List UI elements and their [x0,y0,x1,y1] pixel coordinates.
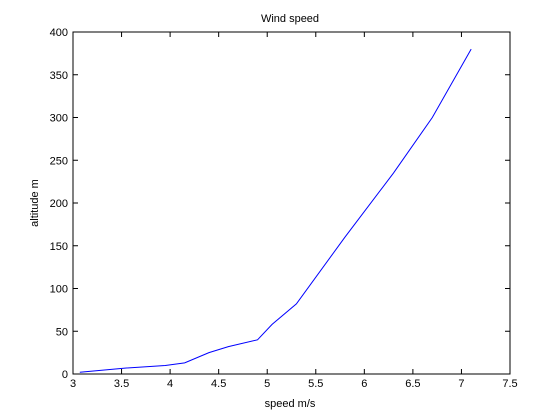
x-tick-label: 7.5 [502,378,517,390]
x-tick-label: 4.5 [211,378,226,390]
y-tick-label: 50 [56,326,68,338]
y-tick-label: 300 [50,113,68,125]
x-tick-label: 5 [264,378,270,390]
x-axis-label: speed m/s [265,398,316,410]
y-axis-ticks: 0 50 100 150 200 250 300 350 400 [50,27,510,381]
series-line [79,48,472,373]
y-tick-label: 100 [50,284,68,296]
x-tick-label: 3 [70,378,76,390]
y-tick-label: 150 [50,241,68,253]
y-axis-label: altitude m [29,179,41,227]
x-axis-ticks: 3 3.5 4 4.5 5 5.5 6 6.5 7 7.5 [70,32,518,390]
x-tick-label: 6.5 [405,378,420,390]
chart-title: Wind speed [261,13,319,25]
x-tick-label: 7 [458,378,464,390]
x-tick-label: 3.5 [114,378,129,390]
y-tick-label: 200 [50,198,68,210]
y-tick-label: 250 [50,155,68,167]
y-tick-label: 350 [50,70,68,82]
x-tick-label: 4 [167,378,173,390]
plot-area [72,31,511,375]
x-tick-label: 6 [361,378,367,390]
series-layer [79,48,472,373]
y-tick-label: 400 [50,27,68,39]
x-tick-label: 5.5 [308,378,323,390]
y-tick-label: 0 [62,369,68,381]
